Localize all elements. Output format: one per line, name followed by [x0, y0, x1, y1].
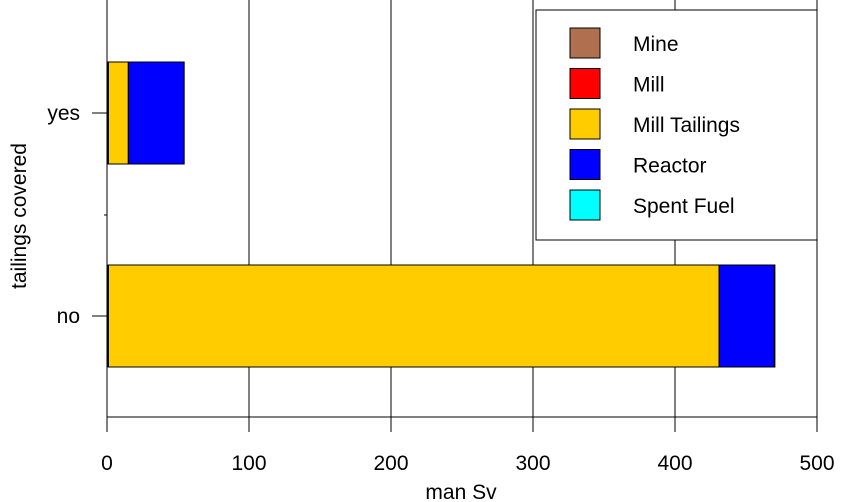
- x-axis-label: man Sv: [425, 481, 497, 502]
- legend-swatch: [569, 68, 601, 99]
- legend-swatch: [569, 149, 601, 180]
- legend-label: Reactor: [633, 155, 707, 178]
- bar-no-reactor: [718, 264, 775, 368]
- bar-yes-reactor: [127, 61, 185, 165]
- x-tick-label: 0: [101, 452, 113, 475]
- legend-swatch: [569, 27, 601, 59]
- legend-label: Mill: [633, 74, 665, 97]
- bar-no-mill-tailings: [107, 264, 720, 368]
- y-tick-label: no: [57, 305, 80, 328]
- x-tick-label: 200: [373, 452, 408, 475]
- x-tick-label: 300: [515, 452, 550, 475]
- legend-items: Mine Mill Mill Tailings Reactor Spent Fuel: [569, 27, 740, 221]
- y-ticks: no yes: [47, 102, 107, 328]
- axes: [106, 10, 817, 418]
- bar-yes-mill-tailings: [107, 61, 129, 165]
- x-tick-label: 500: [799, 452, 834, 475]
- bars: [106, 61, 776, 368]
- bar-yes-spent-fuel: [183, 61, 185, 165]
- legend-label: Mill Tailings: [633, 114, 740, 137]
- legend-label: Mine: [633, 33, 679, 56]
- legend-swatch: [569, 108, 601, 140]
- y-axis-label: tailings covered: [8, 143, 31, 289]
- legend-swatch: [569, 189, 601, 221]
- y-tick-label: yes: [47, 102, 80, 125]
- legend-label: Spent Fuel: [633, 195, 735, 218]
- bar-no-spent-fuel: [773, 264, 776, 368]
- x-ticks: 0 100 200 300 400 500: [101, 417, 835, 475]
- x-tick-label: 400: [657, 452, 692, 475]
- legend: Mine Mill Mill Tailings Reactor Spent Fuel: [535, 9, 818, 241]
- x-tick-label: 100: [231, 452, 266, 475]
